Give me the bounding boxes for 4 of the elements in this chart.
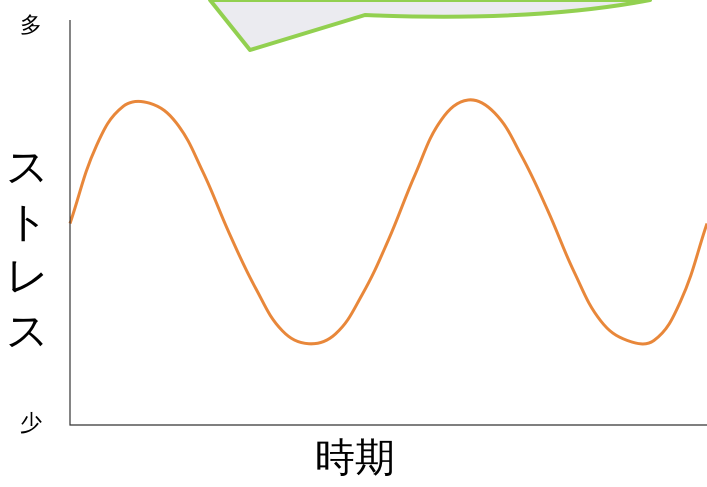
x-axis-title: 時期 bbox=[314, 435, 396, 481]
text: 少 bbox=[20, 410, 42, 438]
y-axis-title: ストレス bbox=[6, 141, 49, 357]
text: 多 bbox=[20, 12, 42, 40]
